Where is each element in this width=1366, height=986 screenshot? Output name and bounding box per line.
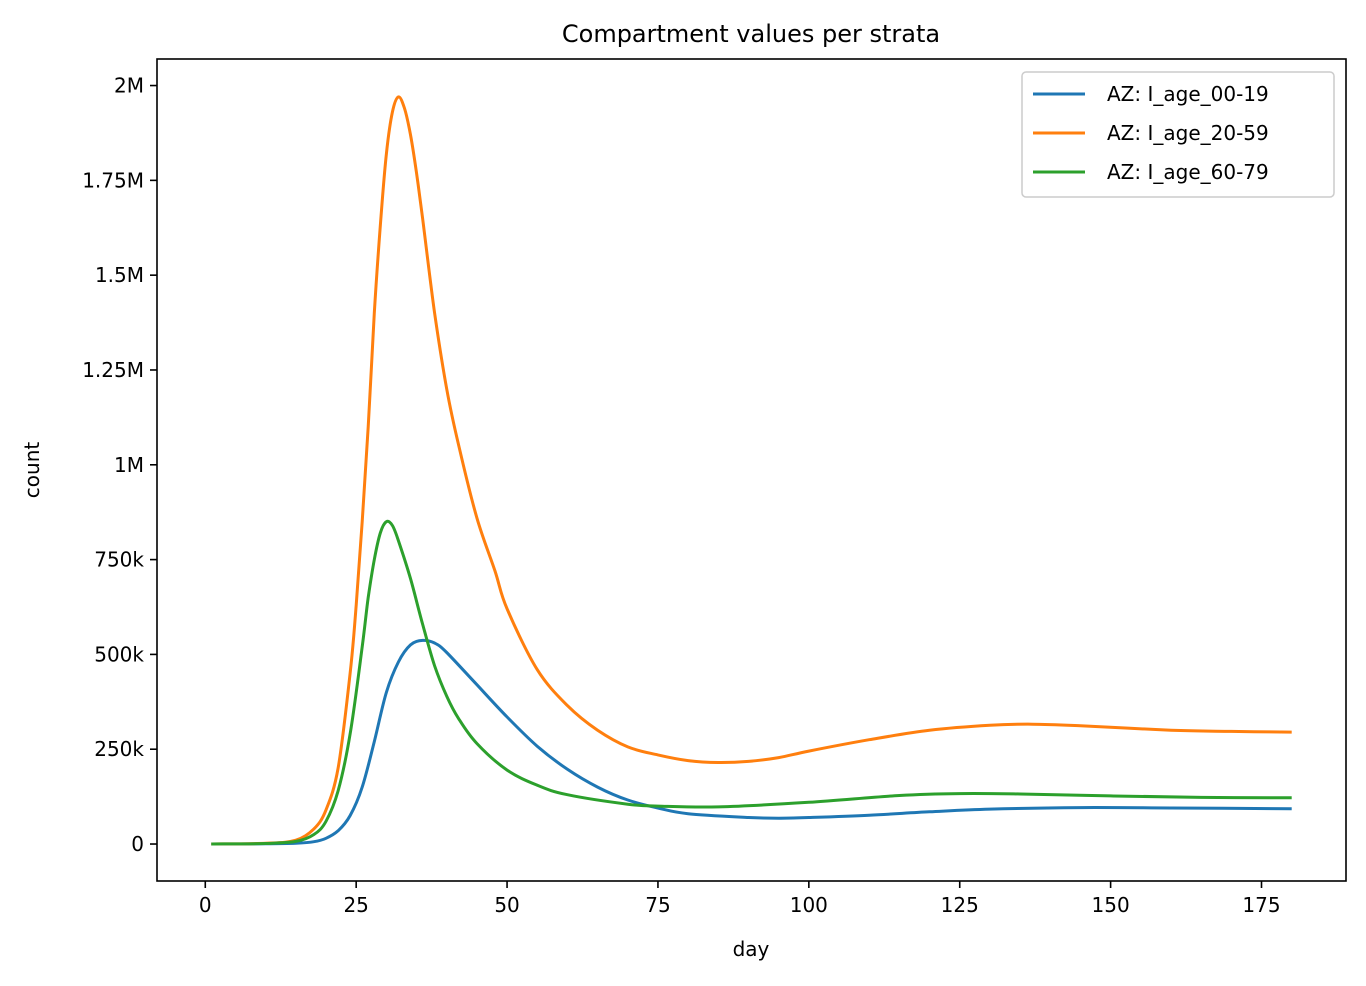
- chart-title: Compartment values per strata: [562, 20, 940, 48]
- y-tick-label: 750k: [94, 548, 144, 572]
- series-line-1: [211, 638, 1292, 846]
- series-line-3: [211, 519, 1292, 846]
- plot-area-frame: [156, 58, 1347, 882]
- x-axis: 0 25 50 75 100 125 150 175: [199, 881, 1281, 917]
- y-tick-label: 1.5M: [95, 263, 144, 287]
- legend-box: [1021, 71, 1335, 198]
- legend-label: AZ: I_age_60-79: [1107, 160, 1269, 184]
- x-axis-label: day: [733, 937, 770, 961]
- x-tick-label: 25: [343, 893, 368, 917]
- y-tick-label: 500k: [94, 642, 144, 666]
- legend-label: AZ: I_age_00-19: [1107, 82, 1269, 106]
- y-axis: 0 250k 500k 750k 1M 1.25M 1.5M 1.75M 2M: [82, 74, 157, 856]
- y-tick-label: 1.75M: [82, 168, 144, 192]
- x-tick-label: 125: [941, 893, 979, 917]
- x-tick-label: 100: [790, 893, 828, 917]
- legend-label: AZ: I_age_20-59: [1107, 121, 1269, 145]
- y-tick-label: 2M: [114, 74, 144, 98]
- legend: AZ: I_age_00-19 AZ: I_age_20-59 AZ: I_age_…: [1021, 71, 1335, 198]
- x-tick-label: 0: [199, 893, 212, 917]
- x-tick-label: 75: [645, 893, 670, 917]
- y-tick-label: 250k: [94, 737, 144, 761]
- series-lines: [211, 95, 1292, 846]
- y-axis-label: count: [20, 442, 44, 499]
- x-tick-label: 50: [494, 893, 519, 917]
- y-tick-label: 1.25M: [82, 358, 144, 382]
- x-tick-label: 150: [1092, 893, 1130, 917]
- series-line-2: [211, 95, 1292, 846]
- y-tick-label: 1M: [114, 453, 144, 477]
- x-tick-label: 175: [1242, 893, 1280, 917]
- y-tick-label: 0: [131, 832, 144, 856]
